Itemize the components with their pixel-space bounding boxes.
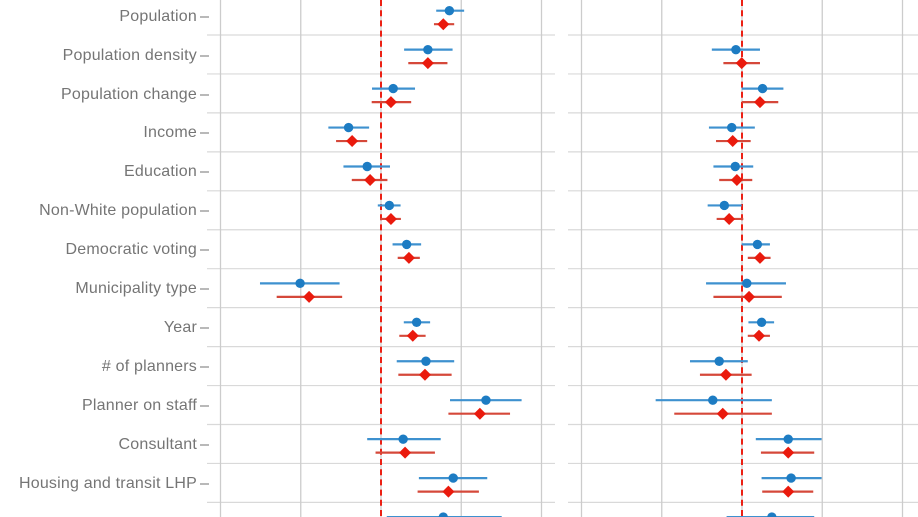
blue-point-estimate-circle (727, 122, 737, 133)
blue-point-estimate-circle (786, 473, 796, 483)
blue-point-estimate-circle (783, 434, 793, 444)
blue-point-estimate-circle (423, 44, 433, 55)
red-point-estimate-diamond (735, 57, 748, 70)
blue-point-estimate-circle (448, 473, 458, 483)
red-point-estimate-diamond (346, 135, 359, 148)
red-point-estimate-diamond (442, 485, 455, 498)
blue-point-estimate-circle (398, 434, 408, 444)
red-point-estimate-diamond (418, 368, 431, 381)
red-point-estimate-diamond (399, 446, 412, 459)
blue-point-estimate-circle (343, 122, 354, 133)
red-point-estimate-diamond (743, 290, 756, 303)
red-point-estimate-diamond (384, 212, 397, 225)
red-point-estimate-diamond (782, 446, 795, 459)
red-point-estimate-diamond (782, 485, 795, 498)
red-point-estimate-diamond (384, 96, 397, 109)
blue-point-estimate-circle (742, 278, 752, 289)
blue-point-estimate-circle (757, 83, 768, 94)
red-point-estimate-diamond (753, 251, 766, 264)
red-point-estimate-diamond (753, 96, 766, 109)
blue-point-estimate-circle (767, 512, 777, 517)
blue-point-estimate-circle (444, 6, 455, 16)
blue-point-estimate-circle (411, 317, 422, 327)
red-point-estimate-diamond (421, 57, 434, 70)
blue-point-estimate-circle (295, 278, 305, 289)
blue-point-estimate-circle (481, 395, 491, 405)
red-point-estimate-diamond (437, 18, 450, 31)
red-point-estimate-diamond (716, 407, 729, 420)
blue-point-estimate-circle (438, 512, 448, 517)
blue-point-estimate-circle (756, 317, 767, 327)
red-point-estimate-diamond (723, 212, 736, 225)
red-point-estimate-diamond (753, 329, 766, 342)
blue-point-estimate-circle (401, 239, 412, 250)
red-point-estimate-diamond (303, 290, 316, 303)
blue-point-estimate-circle (708, 395, 718, 405)
red-point-estimate-diamond (730, 174, 743, 186)
blue-point-estimate-circle (730, 161, 740, 172)
red-point-estimate-diamond (402, 251, 415, 264)
blue-point-estimate-circle (421, 356, 431, 366)
blue-point-estimate-circle (388, 83, 398, 94)
blue-point-estimate-circle (731, 44, 741, 55)
blue-point-estimate-circle (714, 356, 724, 366)
red-point-estimate-diamond (473, 407, 486, 420)
red-point-estimate-diamond (726, 135, 739, 148)
blue-point-estimate-circle (719, 200, 730, 211)
red-point-estimate-diamond (719, 368, 732, 381)
red-point-estimate-diamond (406, 329, 419, 342)
blue-point-estimate-circle (752, 239, 763, 250)
red-point-estimate-diamond (364, 174, 377, 186)
blue-point-estimate-circle (362, 161, 372, 172)
blue-point-estimate-circle (384, 200, 395, 211)
